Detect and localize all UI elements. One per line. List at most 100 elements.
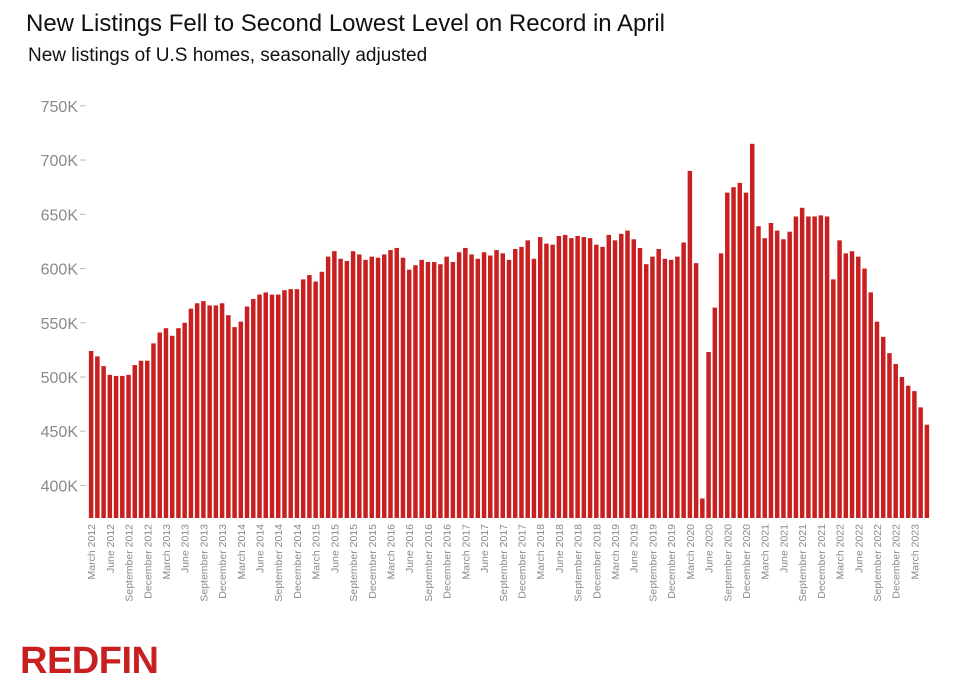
x-tick-label: March 2022 — [835, 524, 847, 580]
x-tick-label: March 2019 — [610, 524, 622, 580]
y-tick-label: 400K — [41, 478, 79, 495]
x-tick-label: March 2017 — [460, 524, 472, 580]
bar — [912, 391, 917, 518]
bar — [537, 237, 543, 518]
bar — [313, 281, 318, 518]
x-tick-label: September 2012 — [124, 524, 136, 602]
bar — [874, 321, 880, 518]
bar — [531, 258, 537, 518]
x-tick-label: December 2022 — [891, 524, 903, 599]
y-tick-label: 550K — [41, 316, 79, 333]
bar — [750, 143, 755, 518]
x-tick-label: December 2014 — [292, 524, 304, 599]
bar — [843, 253, 849, 518]
bar — [862, 268, 867, 518]
y-tick-label: 600K — [41, 262, 79, 279]
bar — [419, 259, 424, 518]
y-tick-label: 500K — [41, 370, 79, 387]
bar — [675, 256, 680, 518]
bar — [856, 256, 861, 518]
bar — [519, 246, 524, 518]
x-axis: March 2012 June 2012 September 2012 Decembe… — [86, 524, 921, 602]
bar — [350, 251, 356, 518]
y-tick-label: 450K — [41, 424, 79, 441]
bar — [849, 251, 855, 518]
x-tick-label: December 2017 — [516, 524, 528, 599]
x-tick-label: March 2012 — [86, 524, 98, 580]
bar — [550, 244, 555, 518]
bar — [643, 264, 649, 518]
x-tick-label: March 2013 — [161, 524, 173, 580]
x-tick-label: December 2018 — [591, 524, 603, 599]
x-tick-label: March 2020 — [685, 524, 697, 580]
bar — [182, 322, 187, 518]
bar — [668, 259, 674, 518]
bar-chart: 400K 450K 500K 550K 600K 650K 700K 750K March 2… — [41, 99, 930, 602]
chart-subtitle: New listings of U.S homes, seasonally ad… — [28, 45, 428, 66]
bar — [469, 254, 474, 518]
bar — [650, 256, 655, 518]
bar — [594, 244, 599, 518]
bar — [363, 259, 368, 518]
x-tick-label: June 2020 — [704, 524, 716, 573]
x-tick-label: March 2018 — [535, 524, 547, 580]
bar — [450, 262, 456, 518]
bar — [793, 216, 799, 519]
bar — [444, 256, 449, 518]
x-tick-label: September 2021 — [797, 524, 809, 602]
y-tick-label: 700K — [41, 153, 79, 170]
bar — [463, 247, 468, 518]
bar — [893, 363, 898, 518]
bar — [101, 366, 106, 518]
bar — [880, 336, 886, 518]
bar — [512, 249, 518, 518]
bar — [456, 252, 462, 518]
bar — [693, 263, 699, 518]
bar — [768, 222, 774, 519]
bar — [681, 242, 686, 518]
bar — [325, 256, 331, 518]
x-tick-label: September 2020 — [722, 524, 734, 602]
bar — [438, 264, 443, 518]
bar — [400, 257, 406, 518]
bar — [413, 265, 418, 518]
bar — [369, 256, 375, 518]
bar — [226, 315, 231, 518]
bar — [294, 289, 300, 518]
bar — [756, 226, 761, 519]
bar — [282, 290, 287, 518]
bar — [88, 350, 94, 518]
bar — [725, 192, 730, 518]
bar — [837, 240, 842, 518]
x-tick-label: June 2021 — [778, 524, 790, 573]
bar — [899, 377, 905, 518]
bar — [275, 294, 281, 518]
bar — [525, 240, 530, 518]
x-tick-label: December 2019 — [666, 524, 678, 599]
bar — [263, 292, 268, 518]
bar — [481, 252, 487, 518]
x-tick-label: June 2012 — [105, 524, 117, 573]
x-tick-label: March 2015 — [311, 524, 323, 580]
bar — [157, 332, 162, 518]
x-tick-label: March 2016 — [386, 524, 398, 580]
bar — [394, 247, 399, 518]
bar — [132, 365, 138, 518]
bar — [338, 258, 343, 518]
bar — [169, 335, 175, 518]
bar — [737, 182, 743, 518]
bar — [406, 269, 412, 518]
bar — [619, 233, 624, 518]
bar — [194, 303, 200, 518]
redfin-logo: REDFIN — [20, 640, 159, 682]
bar-series — [88, 143, 930, 519]
bar — [188, 308, 194, 518]
bar — [357, 254, 362, 518]
x-tick-label: September 2015 — [348, 524, 360, 602]
bar — [344, 260, 350, 518]
bar — [706, 352, 711, 518]
bar — [431, 262, 437, 518]
x-tick-label: March 2014 — [236, 524, 248, 580]
x-tick-label: March 2021 — [760, 524, 772, 580]
bar — [562, 234, 568, 519]
